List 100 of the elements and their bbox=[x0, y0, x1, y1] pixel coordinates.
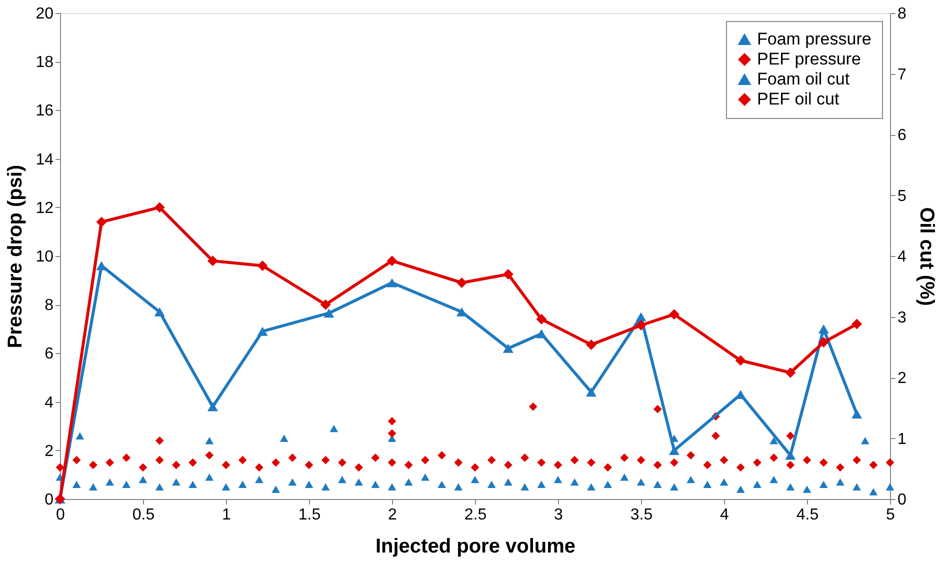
point bbox=[354, 463, 363, 472]
point bbox=[386, 278, 398, 288]
y-tick-label: 18 bbox=[36, 54, 54, 72]
point bbox=[371, 454, 380, 462]
point bbox=[404, 478, 413, 486]
point bbox=[819, 480, 828, 488]
y-tick-label: 10 bbox=[36, 248, 54, 266]
point bbox=[470, 476, 480, 484]
point bbox=[802, 486, 812, 493]
point bbox=[421, 456, 430, 464]
point bbox=[586, 388, 596, 397]
point bbox=[456, 277, 467, 288]
point bbox=[155, 483, 164, 490]
point bbox=[528, 402, 538, 411]
point bbox=[818, 324, 829, 334]
point bbox=[636, 478, 646, 486]
point bbox=[620, 454, 629, 462]
point bbox=[520, 483, 529, 490]
point bbox=[686, 476, 695, 484]
point bbox=[537, 480, 546, 488]
point bbox=[454, 458, 463, 467]
point bbox=[56, 463, 64, 472]
point bbox=[720, 478, 728, 486]
y2-axis-title: Oil cut (%) bbox=[915, 207, 938, 306]
point bbox=[324, 308, 334, 318]
point bbox=[636, 320, 646, 330]
point bbox=[255, 476, 264, 484]
point bbox=[502, 268, 514, 280]
point bbox=[668, 446, 680, 455]
point bbox=[205, 474, 214, 481]
point bbox=[172, 460, 180, 470]
point bbox=[586, 339, 596, 350]
point bbox=[338, 476, 346, 484]
point bbox=[818, 337, 829, 348]
legend-label: Foam pressure bbox=[757, 30, 872, 48]
point bbox=[304, 480, 314, 488]
point bbox=[205, 437, 214, 444]
point bbox=[388, 417, 396, 426]
point bbox=[272, 458, 280, 467]
point bbox=[438, 480, 446, 488]
point bbox=[172, 478, 180, 486]
point bbox=[886, 483, 894, 490]
point bbox=[819, 458, 828, 467]
point bbox=[354, 478, 363, 486]
x-tick-label: 0.5 bbox=[132, 506, 155, 524]
point bbox=[404, 460, 413, 470]
y-tick-label: 20 bbox=[36, 6, 54, 22]
point bbox=[736, 486, 745, 493]
point bbox=[836, 463, 844, 472]
point bbox=[338, 458, 346, 467]
point bbox=[154, 202, 165, 213]
point bbox=[712, 432, 720, 440]
point bbox=[653, 404, 662, 414]
point bbox=[487, 456, 496, 464]
point bbox=[255, 463, 264, 472]
point bbox=[720, 456, 728, 464]
y2-tick-label: 8 bbox=[898, 6, 906, 22]
point bbox=[207, 402, 218, 412]
point bbox=[257, 326, 268, 336]
point bbox=[785, 450, 796, 460]
point bbox=[670, 483, 678, 490]
x-axis-title: Injected pore volume bbox=[375, 536, 576, 558]
y2-tick-label: 7 bbox=[898, 66, 906, 84]
x-tick-label: 0 bbox=[56, 506, 66, 524]
x-tick-label: 5 bbox=[886, 506, 896, 524]
point bbox=[321, 483, 330, 490]
point bbox=[238, 456, 247, 464]
point bbox=[852, 409, 862, 418]
y-tick-label: 12 bbox=[36, 200, 54, 217]
point bbox=[537, 458, 546, 467]
point bbox=[604, 463, 612, 472]
point bbox=[770, 454, 778, 462]
point bbox=[587, 483, 596, 490]
point bbox=[205, 451, 214, 460]
point bbox=[587, 458, 596, 467]
y-tick-label: 4 bbox=[44, 394, 54, 412]
y-axis-title: Pressure drop (psi) bbox=[4, 164, 27, 348]
y2-tick-label: 1 bbox=[898, 430, 906, 448]
point bbox=[89, 483, 98, 490]
point bbox=[76, 432, 84, 440]
point bbox=[320, 299, 331, 310]
point bbox=[786, 460, 795, 470]
point bbox=[770, 476, 778, 484]
point bbox=[72, 456, 81, 464]
y-tick-label: 0 bbox=[44, 492, 54, 508]
x-tick-label: 3.5 bbox=[630, 506, 653, 524]
point bbox=[89, 460, 98, 470]
point bbox=[869, 460, 878, 470]
point bbox=[122, 480, 131, 488]
point bbox=[388, 458, 396, 467]
point bbox=[852, 456, 861, 464]
x-tick-label: 3 bbox=[554, 506, 564, 524]
point bbox=[570, 478, 579, 486]
point bbox=[886, 458, 894, 467]
point bbox=[736, 463, 745, 472]
legend-label: PEF pressure bbox=[757, 50, 861, 68]
point bbox=[272, 486, 280, 493]
point bbox=[330, 424, 338, 432]
y2-tick-label: 6 bbox=[898, 127, 906, 144]
point bbox=[852, 318, 862, 330]
